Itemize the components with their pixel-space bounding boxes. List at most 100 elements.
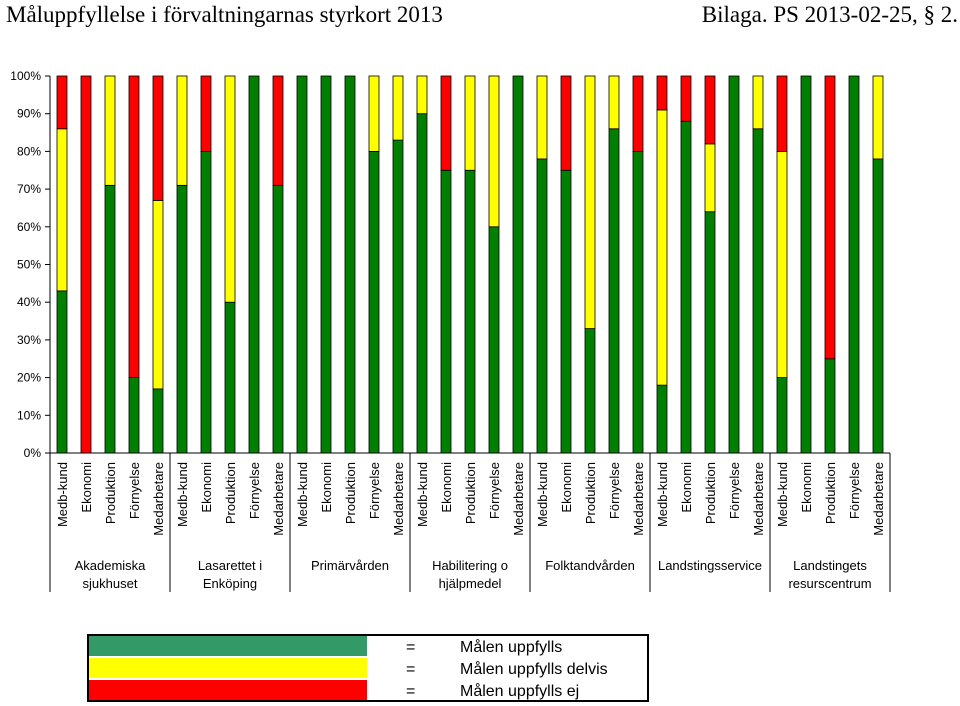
bar-segment-green xyxy=(752,128,764,454)
group-label: Enköping xyxy=(203,576,257,591)
category-label: Ekonomi xyxy=(79,462,94,513)
bar-segment-green xyxy=(320,75,332,454)
category-label: Produktion xyxy=(103,462,118,524)
bar-segment-yellow xyxy=(368,75,380,152)
bar-segment-red xyxy=(560,75,572,171)
legend-equals: = xyxy=(406,639,415,656)
bar-segment-red xyxy=(632,75,644,152)
plot-area: 0% 10% 20% 30% 40% 50% 60% 70% 80% 90% 100% Medb-ku… xyxy=(10,69,891,592)
group-label: hjälpmedel xyxy=(439,576,502,591)
y-tick-label: 20% xyxy=(17,371,41,385)
bar-segment-green xyxy=(248,75,260,454)
bar-segment-red xyxy=(824,75,836,360)
category-label: Produktion xyxy=(463,462,478,524)
y-tick-label: 50% xyxy=(17,258,41,272)
y-tick-label: 100% xyxy=(10,69,41,83)
bar-segment-red xyxy=(80,75,92,454)
category-label: Ekonomi xyxy=(559,462,574,513)
category-label: Produktion xyxy=(343,462,358,524)
bar-segment-yellow xyxy=(488,75,500,228)
y-tick-label: 10% xyxy=(17,408,41,422)
bar-segment-green xyxy=(128,377,140,454)
bilaga-label: Bilaga. PS 2013-02-25, § 2. xyxy=(702,2,958,27)
bar-segment-yellow xyxy=(584,75,596,329)
category-label: Medb-kund xyxy=(55,462,70,527)
bar-segment-yellow xyxy=(608,75,620,130)
bar-segment-green xyxy=(368,150,380,454)
bar-segment-green xyxy=(704,211,716,454)
category-label: Medarbetare xyxy=(631,462,646,536)
category-label: Förnyelse xyxy=(127,462,142,519)
bar-segment-green xyxy=(176,184,188,454)
group-label: Akademiska xyxy=(75,558,147,573)
category-label: Ekonomi xyxy=(199,462,214,513)
category-label: Medarbetare xyxy=(271,462,286,536)
category-label: Produktion xyxy=(223,462,238,524)
bar-segment-green xyxy=(632,150,644,454)
category-label: Medb-kund xyxy=(655,462,670,527)
category-label: Produktion xyxy=(823,462,838,524)
category-label: Förnyelse xyxy=(607,462,622,519)
bar-segment-green xyxy=(296,75,308,454)
bar-segment-green xyxy=(488,226,500,454)
chart-title: Måluppfyllelse i förvaltningarnas styrko… xyxy=(6,2,443,27)
bar-segment-yellow xyxy=(704,143,716,213)
legend-equals: = xyxy=(406,661,415,678)
bar-segment-yellow xyxy=(56,128,68,292)
bar-segment-red xyxy=(776,75,788,152)
bar-segment-red xyxy=(272,75,284,186)
bar-segment-green xyxy=(224,301,236,454)
bar-segment-red xyxy=(56,75,68,130)
category-label: Förnyelse xyxy=(367,462,382,519)
category-label: Medarbetare xyxy=(871,462,886,536)
legend-label: Målen uppfylls ej xyxy=(460,682,579,700)
bar-segment-yellow xyxy=(392,75,404,141)
bar-segment-green xyxy=(680,120,692,454)
bar-segment-red xyxy=(680,75,692,122)
category-label: Förnyelse xyxy=(847,462,862,519)
bar-segment-yellow xyxy=(752,75,764,130)
category-label: Medarbetare xyxy=(751,462,766,536)
bar-segment-green xyxy=(152,388,164,454)
category-label: Medb-kund xyxy=(175,462,190,527)
bar-segment-green xyxy=(200,150,212,454)
bar-segment-yellow xyxy=(176,75,188,186)
bar-segment-green xyxy=(872,158,884,454)
bar-segment-red xyxy=(128,75,140,379)
group-label: Landstingets xyxy=(793,558,867,573)
category-label: Medb-kund xyxy=(415,462,430,527)
category-label: Ekonomi xyxy=(799,462,814,513)
legend-swatch xyxy=(89,636,367,656)
group-label: Habilitering o xyxy=(432,558,508,573)
group-label: Folktandvården xyxy=(545,558,635,573)
category-label: Produktion xyxy=(583,462,598,524)
bar-segment-green xyxy=(464,169,476,454)
bar-segment-yellow xyxy=(776,150,788,378)
bar-segment-red xyxy=(656,75,668,111)
bar-segment-yellow xyxy=(656,109,668,386)
y-tick-label: 0% xyxy=(24,446,42,460)
bar-segment-yellow xyxy=(224,75,236,303)
bar-segment-green xyxy=(560,169,572,454)
group-label: resurscentrum xyxy=(788,576,871,591)
category-label: Medarbetare xyxy=(151,462,166,536)
bar-segment-yellow xyxy=(104,75,116,186)
y-tick-label: 70% xyxy=(17,182,41,196)
category-label: Ekonomi xyxy=(319,462,334,513)
bar-segment-yellow xyxy=(872,75,884,160)
category-label: Förnyelse xyxy=(247,462,262,519)
group-label: Primärvården xyxy=(311,558,389,573)
bar-segment-green xyxy=(584,328,596,454)
bar-segment-red xyxy=(704,75,716,145)
bar-segment-red xyxy=(440,75,452,171)
legend-swatch xyxy=(89,680,367,700)
legend-label: Målen uppfylls delvis xyxy=(460,660,608,678)
legend: = Målen uppfylls = Målen uppfylls delvis = Må… xyxy=(87,634,649,702)
bar-segment-green xyxy=(392,139,404,454)
bar-segment-green xyxy=(728,75,740,454)
bar-segment-red xyxy=(152,75,164,201)
group-label: Lasarettet i xyxy=(198,558,262,573)
category-label: Produktion xyxy=(703,462,718,524)
bar-segment-green xyxy=(608,128,620,454)
